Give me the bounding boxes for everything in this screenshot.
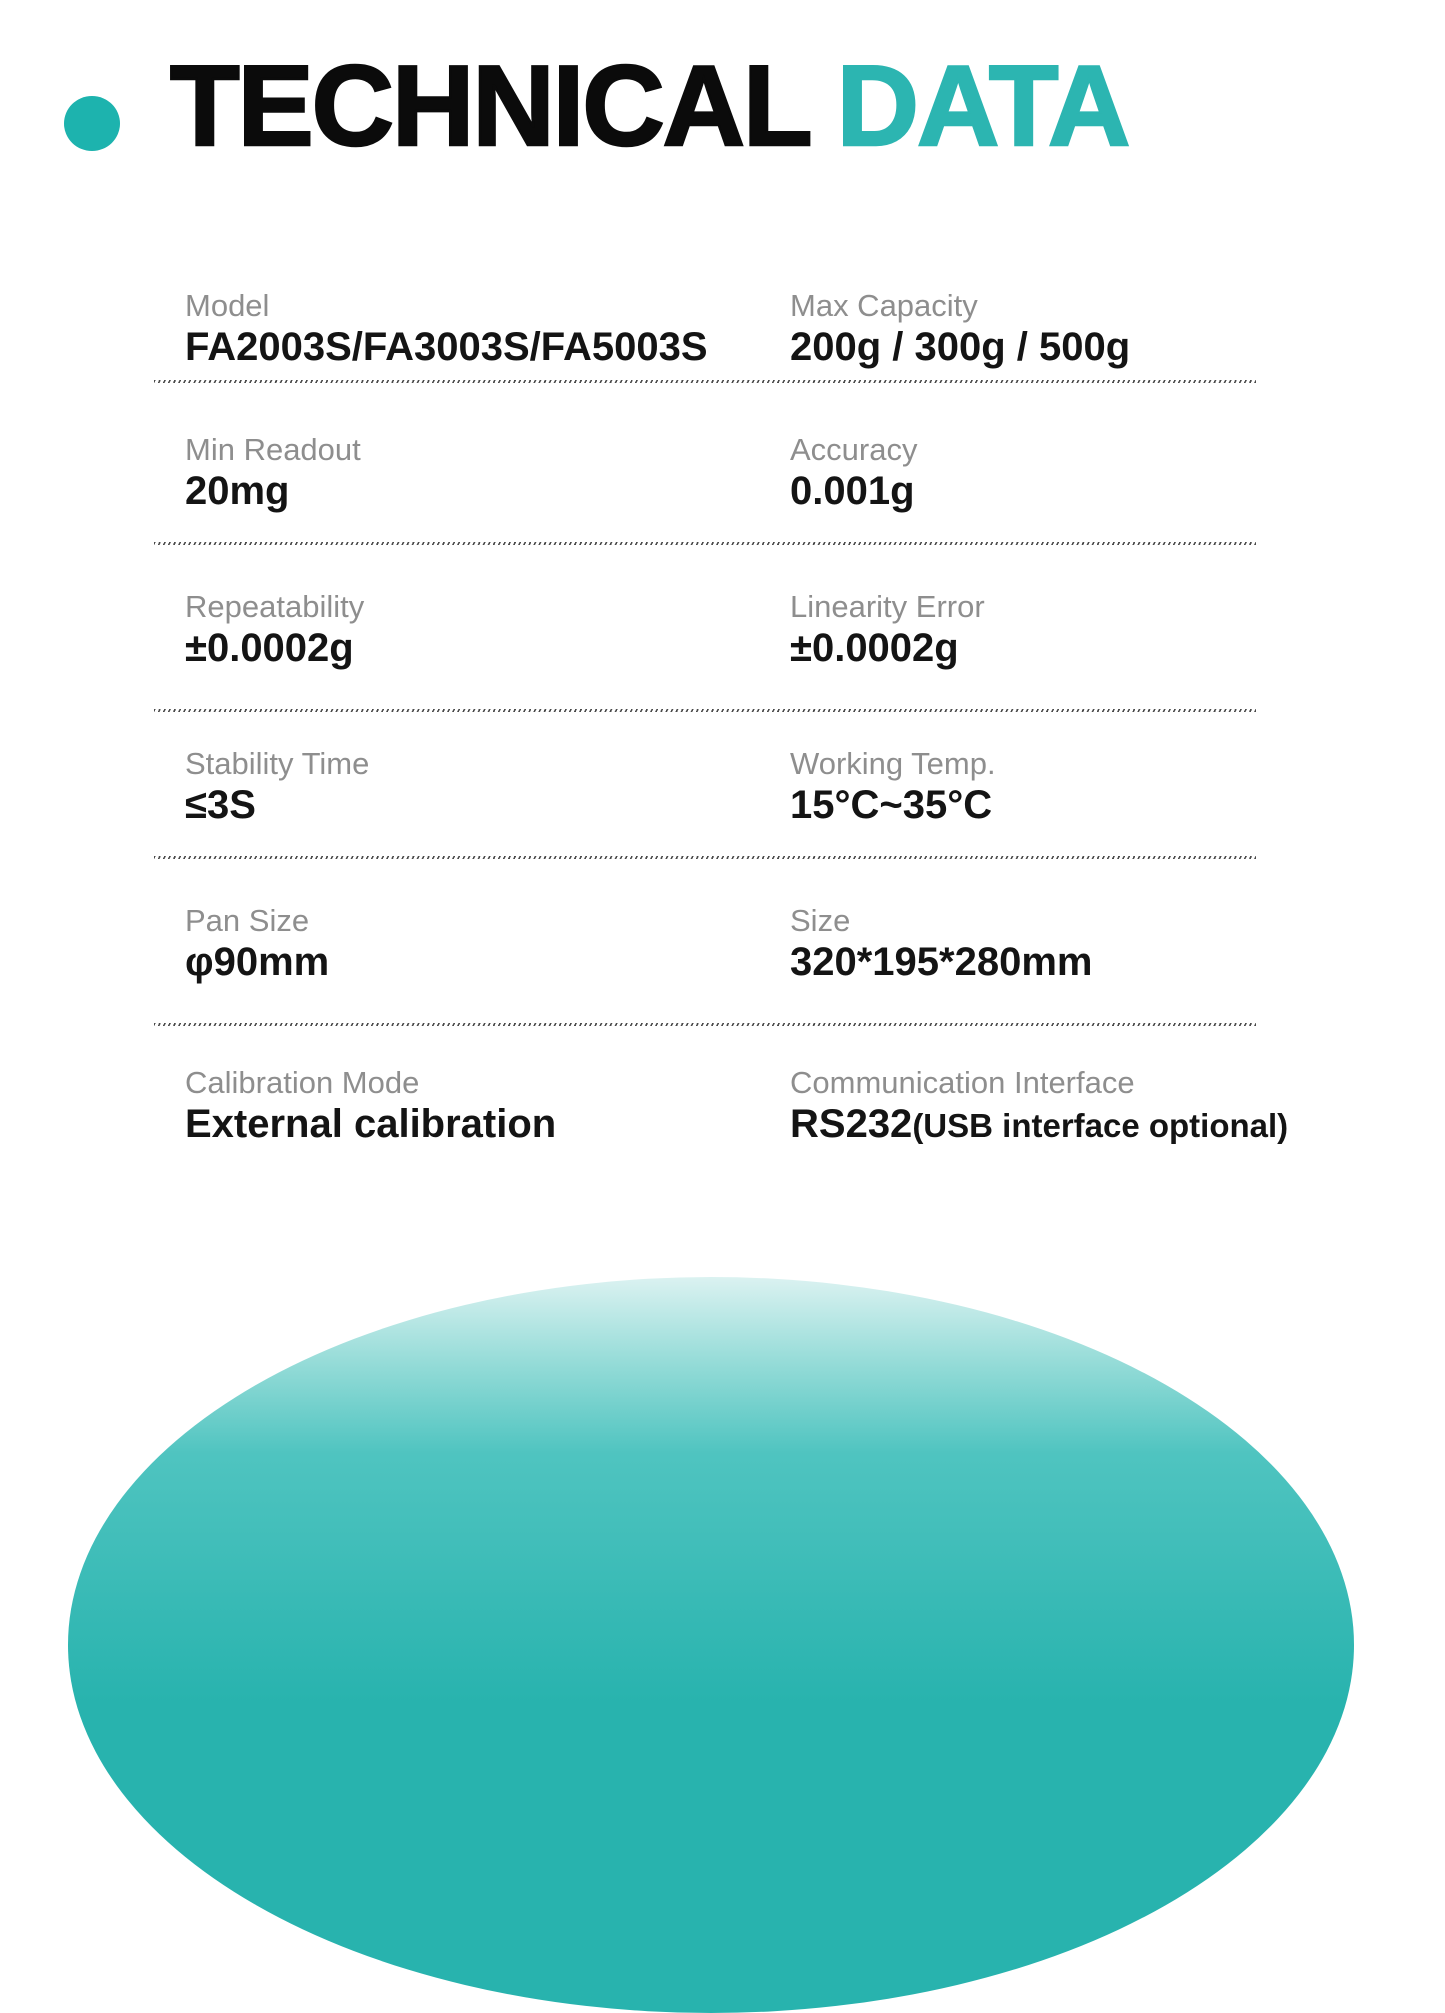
- dotted-divider: [154, 856, 1256, 859]
- spec-table: Model FA2003S/FA3003S/FA5003S Max Capaci…: [150, 280, 1288, 1196]
- spec-row-stability-temp: Stability Time ≤3S Working Temp. 15°C~35…: [150, 712, 1256, 859]
- spec-value-usb-note: (USB interface optional): [912, 1107, 1289, 1145]
- spec-value-model: FA2003S/FA3003S/FA5003S: [185, 325, 708, 370]
- spec-value-max-capacity: 200g / 300g / 500g: [790, 325, 1131, 370]
- accent-bullet-dot: [64, 96, 120, 151]
- spec-label-linearity-error: Linearity Error: [790, 589, 985, 624]
- spec-cell-stability-time: Stability Time ≤3S: [150, 745, 790, 859]
- title-word-data: DATA: [835, 43, 1131, 170]
- spec-value-min-readout: 20mg: [185, 469, 290, 514]
- spec-label-min-readout: Min Readout: [185, 432, 361, 467]
- spec-label-pan-size: Pan Size: [185, 903, 310, 938]
- page-title: TECHNICAL DATA: [169, 48, 1132, 165]
- spec-cell-pan-size: Pan Size φ90mm: [150, 902, 790, 1026]
- spec-cell-min-readout: Min Readout 20mg: [150, 431, 790, 545]
- spec-label-stability-time: Stability Time: [185, 746, 370, 781]
- spec-cell-max-capacity: Max Capacity 200g / 300g / 500g: [790, 287, 1256, 383]
- spec-cell-accuracy: Accuracy 0.001g: [790, 431, 1256, 545]
- spec-value-size: 320*195*280mm: [790, 940, 1093, 985]
- spec-value-linearity-error: ±0.0002g: [790, 626, 959, 671]
- spec-row-pansize-size: Pan Size φ90mm Size 320*195*280mm: [150, 859, 1256, 1026]
- dotted-divider: [154, 709, 1256, 712]
- spec-row-readout-accuracy: Min Readout 20mg Accuracy 0.001g: [150, 383, 1256, 545]
- spec-value-calibration-mode: External calibration: [185, 1102, 557, 1147]
- spec-label-max-capacity: Max Capacity: [790, 288, 978, 323]
- dotted-divider: [154, 1023, 1256, 1026]
- spec-value-rs232: RS232: [790, 1102, 913, 1147]
- spec-value-accuracy: 0.001g: [790, 469, 915, 514]
- spec-value-repeatability: ±0.0002g: [185, 626, 354, 671]
- spec-label-size: Size: [790, 903, 851, 938]
- dotted-divider: [154, 380, 1256, 383]
- spec-value-pan-size: φ90mm: [185, 940, 330, 985]
- spec-row-repeatability-linearity: Repeatability ±0.0002g Linearity Error ±…: [150, 545, 1256, 712]
- spec-value-stability-time: ≤3S: [185, 783, 256, 828]
- title-word-technical: TECHNICAL: [169, 43, 814, 170]
- spec-label-communication-interface: Communication Interface: [790, 1065, 1135, 1100]
- teal-dome-decoration: [68, 1277, 1354, 2013]
- spec-label-accuracy: Accuracy: [790, 432, 918, 467]
- spec-row-calibration-interface: Calibration Mode External calibration Co…: [150, 1026, 1288, 1196]
- spec-label-calibration-mode: Calibration Mode: [185, 1065, 420, 1100]
- spec-label-repeatability: Repeatability: [185, 589, 365, 624]
- spec-cell-calibration-mode: Calibration Mode External calibration: [150, 1064, 790, 1196]
- spec-value-communication-interface: RS232(USB interface optional): [790, 1101, 1288, 1147]
- spec-row-model-capacity: Model FA2003S/FA3003S/FA5003S Max Capaci…: [150, 280, 1256, 383]
- spec-label-model: Model: [185, 288, 270, 323]
- spec-cell-communication-interface: Communication Interface RS232(USB interf…: [790, 1064, 1288, 1196]
- spec-cell-linearity-error: Linearity Error ±0.0002g: [790, 588, 1256, 712]
- spec-cell-model: Model FA2003S/FA3003S/FA5003S: [150, 287, 790, 383]
- dotted-divider: [154, 542, 1256, 545]
- spec-label-working-temp: Working Temp.: [790, 746, 996, 781]
- spec-value-working-temp: 15°C~35°C: [790, 783, 993, 828]
- spec-cell-size: Size 320*195*280mm: [790, 902, 1256, 1026]
- spec-cell-repeatability: Repeatability ±0.0002g: [150, 588, 790, 712]
- spec-cell-working-temp: Working Temp. 15°C~35°C: [790, 745, 1256, 859]
